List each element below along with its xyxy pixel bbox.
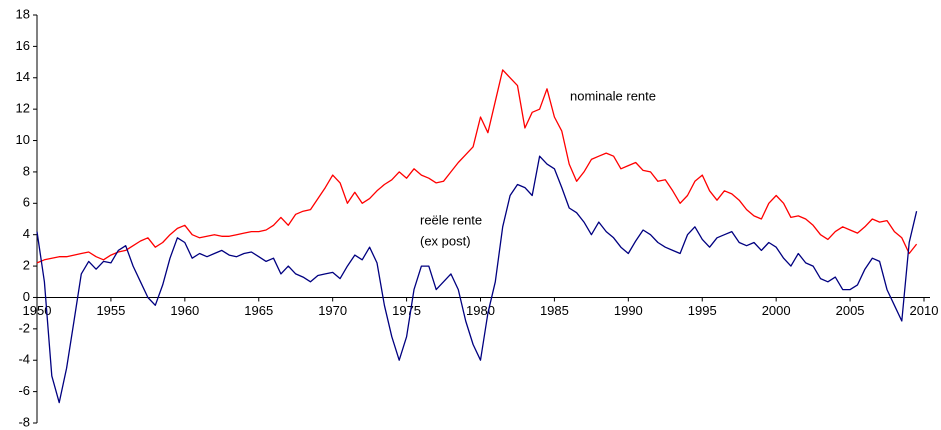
x-tick-label: 1980 bbox=[466, 303, 495, 318]
y-tick-label: -4 bbox=[18, 352, 30, 367]
y-tick-label: 16 bbox=[16, 38, 30, 53]
annotation: reële rente bbox=[420, 212, 482, 227]
annotation: (ex post) bbox=[420, 233, 471, 248]
series-line bbox=[36, 155, 918, 404]
x-tick-label: 1955 bbox=[96, 303, 125, 318]
y-tick-label: 14 bbox=[16, 69, 30, 84]
x-tick-label: 2005 bbox=[836, 303, 865, 318]
annotation: nominale rente bbox=[570, 88, 656, 103]
y-tick-label: 2 bbox=[23, 258, 30, 273]
x-tick-label: 1960 bbox=[170, 303, 199, 318]
y-tick-label: 8 bbox=[23, 163, 30, 178]
series-line bbox=[36, 69, 918, 264]
y-tick-label: -8 bbox=[18, 414, 30, 429]
x-tick-label: 1990 bbox=[614, 303, 643, 318]
y-tick-label: 12 bbox=[16, 101, 30, 116]
y-tick-label: 4 bbox=[23, 226, 30, 241]
y-tick-label: 6 bbox=[23, 195, 30, 210]
y-tick-label: 10 bbox=[16, 132, 30, 147]
x-tick-label: 1965 bbox=[244, 303, 273, 318]
x-tick-label: 1985 bbox=[540, 303, 569, 318]
x-tick-label: 1970 bbox=[318, 303, 347, 318]
x-tick-label: 1950 bbox=[23, 303, 52, 318]
y-tick-label: -6 bbox=[18, 383, 30, 398]
y-tick-label: 0 bbox=[23, 289, 30, 304]
x-tick-label: 1995 bbox=[688, 303, 717, 318]
x-tick-label: 1975 bbox=[392, 303, 421, 318]
y-tick-label: 18 bbox=[16, 6, 30, 21]
x-tick-label: 2010 bbox=[910, 303, 939, 318]
x-tick-label: 2000 bbox=[762, 303, 791, 318]
y-tick-label: -2 bbox=[18, 320, 30, 335]
